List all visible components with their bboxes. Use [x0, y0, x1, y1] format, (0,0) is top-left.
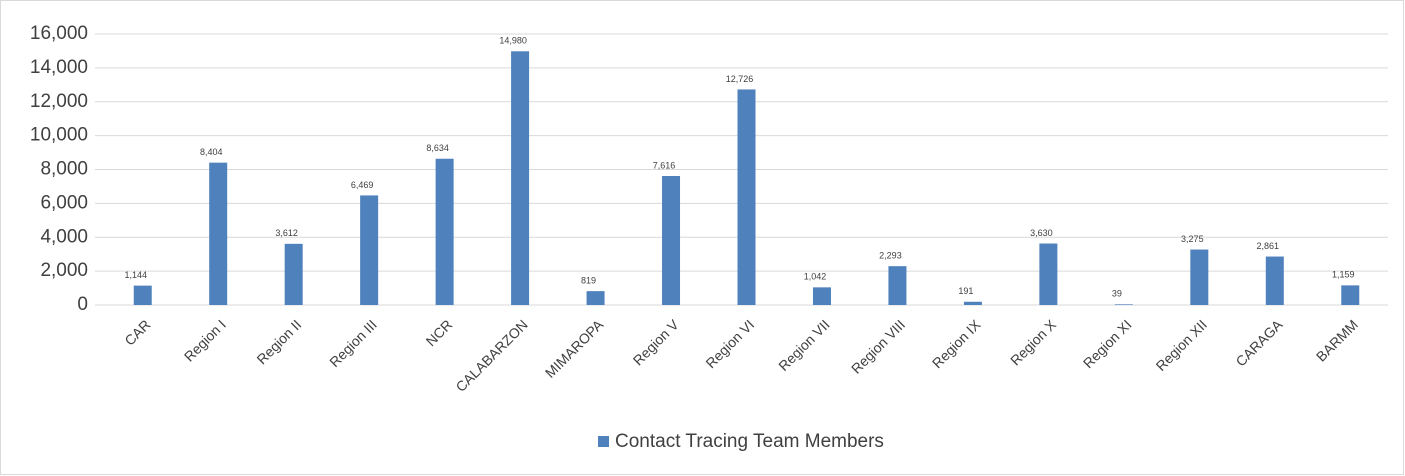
data-label: 1,144 [124, 270, 147, 280]
bar [1265, 256, 1284, 305]
data-label: 1,159 [1332, 270, 1355, 280]
data-label: 12,726 [726, 74, 754, 84]
y-tick-label: 0 [77, 294, 88, 315]
bar [662, 176, 681, 305]
bar [963, 301, 982, 305]
bar [1341, 285, 1360, 305]
data-label: 1,042 [804, 272, 827, 282]
bar [360, 195, 379, 305]
data-label: 819 [581, 276, 596, 286]
y-tick-label: 12,000 [30, 91, 88, 112]
y-tick-label: 16,000 [30, 23, 88, 44]
data-label: 3,275 [1181, 234, 1204, 244]
bar [284, 243, 303, 305]
data-label: 8,634 [426, 143, 449, 153]
y-tick-label: 6,000 [40, 192, 88, 213]
bar [511, 51, 530, 306]
bar [812, 287, 831, 305]
bar [133, 285, 152, 305]
bar [1190, 249, 1209, 305]
y-tick-label: 4,000 [40, 226, 88, 247]
data-label: 191 [958, 286, 973, 296]
data-label: 14,980 [499, 36, 527, 46]
legend-swatch [598, 436, 609, 447]
y-tick-label: 10,000 [30, 125, 88, 146]
data-label: 7,616 [653, 160, 676, 170]
bar [888, 266, 907, 305]
bar [1039, 243, 1058, 305]
data-label: 2,293 [879, 251, 902, 261]
bar [435, 158, 454, 305]
y-tick-label: 2,000 [40, 260, 88, 281]
legend-label: Contact Tracing Team Members [615, 431, 884, 452]
y-tick-label: 14,000 [30, 57, 88, 78]
bar [1114, 304, 1133, 305]
bar [586, 291, 605, 305]
data-label: 6,469 [351, 180, 374, 190]
data-label: 2,861 [1257, 241, 1280, 251]
data-label: 3,612 [275, 228, 298, 238]
bar [737, 89, 756, 306]
y-tick-label: 8,000 [40, 159, 88, 180]
data-label: 3,630 [1030, 228, 1053, 238]
bar [209, 162, 228, 305]
data-label: 8,404 [200, 147, 223, 157]
data-label: 39 [1112, 289, 1122, 299]
